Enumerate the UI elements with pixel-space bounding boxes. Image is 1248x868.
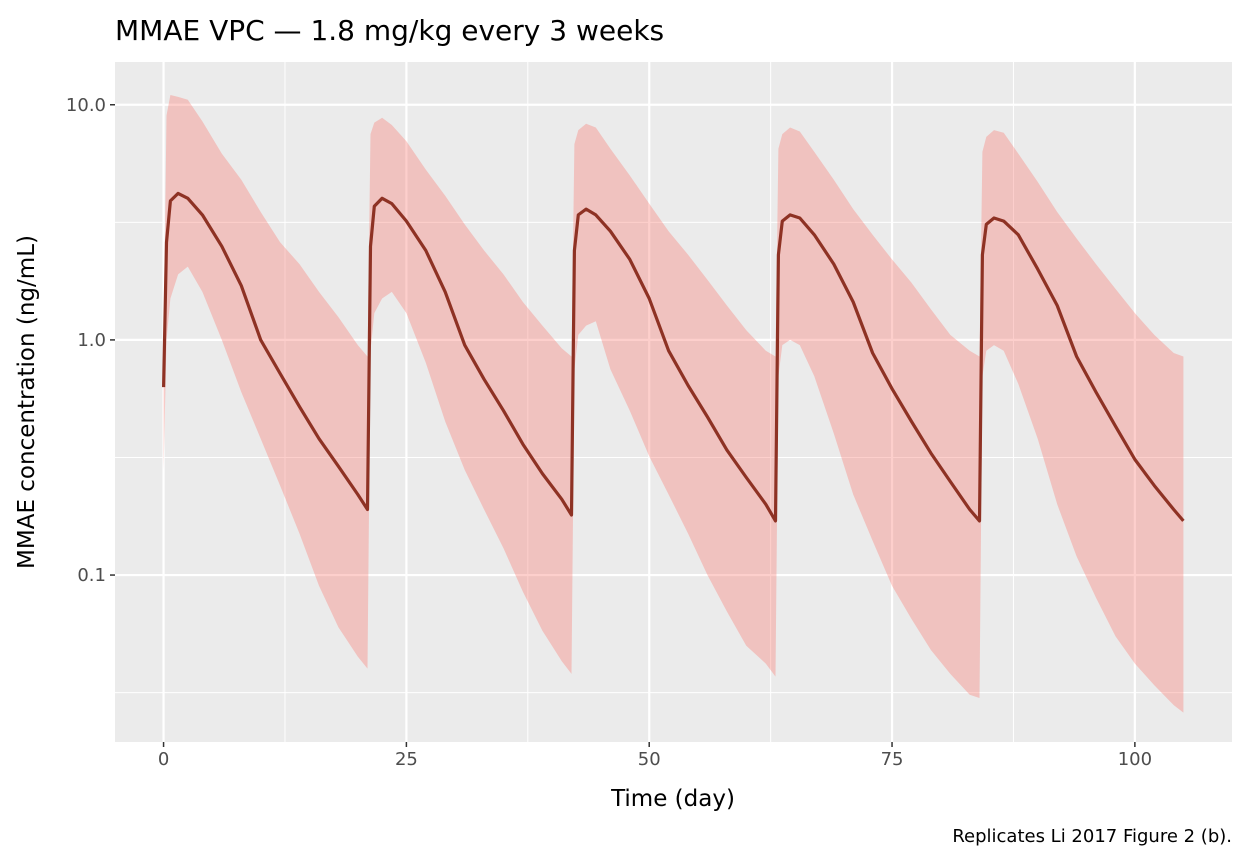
chart-title: MMAE VPC — 1.8 mg/kg every 3 weeks xyxy=(115,14,664,47)
x-tick-label: 100 xyxy=(1118,749,1152,770)
x-tick-label: 25 xyxy=(395,749,418,770)
chart-marks xyxy=(162,95,1185,713)
median-line xyxy=(162,191,1185,523)
major-gridlines xyxy=(115,62,1232,742)
x-axis: 0 25 50 75 100 xyxy=(158,742,1152,770)
x-tick-label: 0 xyxy=(158,749,169,770)
y-tick-label: 10.0 xyxy=(66,95,106,116)
prediction-interval-band xyxy=(163,95,1184,713)
minor-gridlines xyxy=(115,62,1232,742)
plot-panel xyxy=(115,62,1232,742)
caption: Replicates Li 2017 Figure 2 (b). xyxy=(952,826,1232,847)
y-axis: 0.1 1.0 10.0 xyxy=(66,95,115,586)
y-axis-title: MMAE concentration (ng/mL) xyxy=(14,235,40,569)
x-axis-title: Time (day) xyxy=(610,786,735,812)
x-tick-label: 50 xyxy=(638,749,661,770)
y-tick-label: 1.0 xyxy=(77,330,106,351)
x-tick-label: 75 xyxy=(881,749,904,770)
y-tick-label: 0.1 xyxy=(77,565,106,586)
